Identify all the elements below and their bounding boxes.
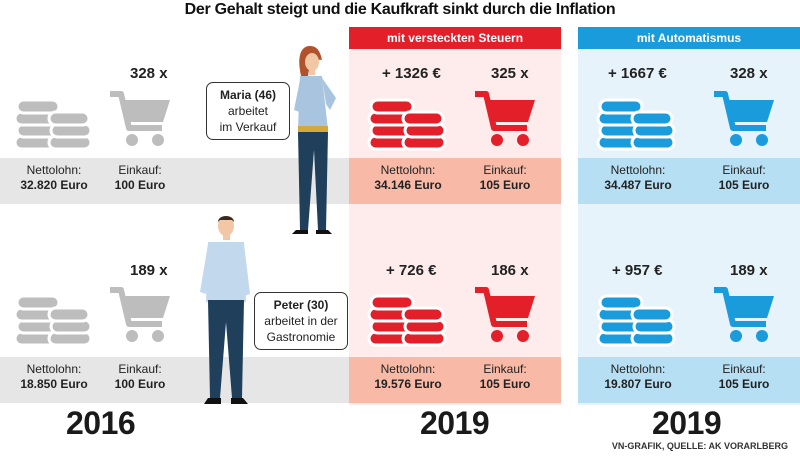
header-steuern: mit versteckten Steuern: [349, 27, 561, 49]
count-peter-auto: 189 x: [730, 262, 768, 279]
band-peter-2016: [0, 357, 349, 403]
nettolohn-maria-steuern: Nettolohn: 34.146 Euro: [374, 163, 442, 192]
chart-title: Der Gehalt steigt und die Kaufkraft sink…: [184, 1, 616, 18]
einkauf-peter-2016: Einkauf: 100 Euro: [114, 362, 166, 391]
year-2019-auto: 2019: [652, 405, 722, 441]
increase-peter-steuern: + 726 €: [386, 262, 437, 279]
einkauf-maria-2016: Einkauf: 100 Euro: [114, 163, 166, 192]
increase-maria-steuern: + 1326 €: [382, 65, 441, 82]
nettolohn-peter-steuern: Nettolohn: 19.576 Euro: [374, 362, 442, 391]
year-2016: 2016: [66, 405, 136, 441]
header-automatismus: mit Automatismus: [578, 27, 800, 49]
band-maria-2016: [0, 158, 349, 204]
nettolohn-maria-2016: Nettolohn: 32.820 Euro: [20, 163, 88, 192]
band-peter-auto: [578, 357, 800, 403]
coin-stack-icon: [13, 94, 93, 156]
nettolohn-maria-auto: Nettolohn: 34.487 Euro: [604, 163, 672, 192]
nettolohn-peter-2016: Nettolohn: 18.850 Euro: [20, 362, 88, 391]
increase-peter-auto: + 957 €: [612, 262, 663, 279]
einkauf-peter-auto: Einkauf: 105 Euro: [718, 362, 770, 391]
band-peter-steuern: [349, 357, 561, 403]
count-maria-steuern: 325 x: [491, 65, 529, 82]
coin-stack-icon: [596, 94, 676, 156]
coin-stack-icon: [367, 290, 447, 352]
shopping-cart-icon: [473, 284, 537, 346]
increase-maria-auto: + 1667 €: [608, 65, 667, 82]
year-2019-steuern: 2019: [420, 405, 490, 441]
count-peter-steuern: 186 x: [491, 262, 529, 279]
maria-figure: [292, 46, 336, 234]
count-maria-auto: 328 x: [730, 65, 768, 82]
shopping-cart-icon: [108, 284, 172, 346]
coin-stack-icon: [596, 290, 676, 352]
maria-label: Maria (46) arbeitet im Verkauf: [206, 82, 290, 140]
nettolohn-peter-auto: Nettolohn: 19.807 Euro: [604, 362, 672, 391]
peter-label: Peter (30) arbeitet in der Gastronomie: [254, 292, 348, 350]
einkauf-maria-auto: Einkauf: 105 Euro: [718, 163, 770, 192]
coin-stack-icon: [13, 290, 93, 352]
count-peter-2016: 189 x: [130, 262, 168, 279]
shopping-cart-icon: [712, 88, 776, 150]
einkauf-peter-steuern: Einkauf: 105 Euro: [479, 362, 531, 391]
peter-figure: [200, 216, 250, 404]
shopping-cart-icon: [108, 88, 172, 150]
source-note: VN-GRAFIK, QUELLE: AK VORARLBERG: [611, 441, 788, 451]
einkauf-maria-steuern: Einkauf: 105 Euro: [479, 163, 531, 192]
band-maria-steuern: [349, 158, 561, 204]
coin-stack-icon: [367, 94, 447, 156]
shopping-cart-icon: [712, 284, 776, 346]
count-maria-2016: 328 x: [130, 65, 168, 82]
shopping-cart-icon: [473, 88, 537, 150]
band-maria-auto: [578, 158, 800, 204]
